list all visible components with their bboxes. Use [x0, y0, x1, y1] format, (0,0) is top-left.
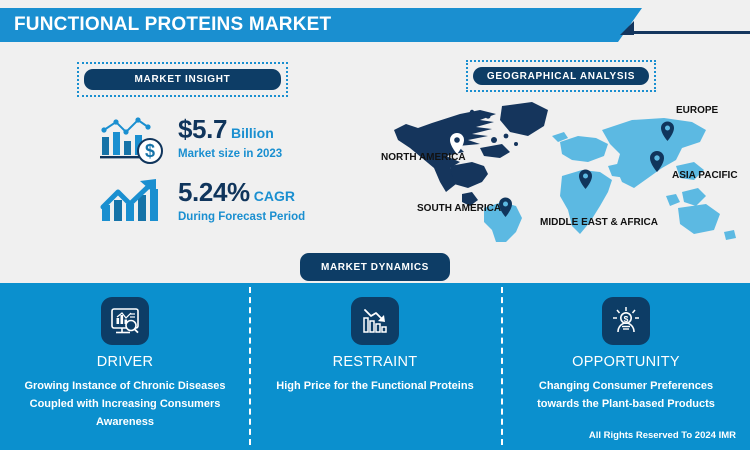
map-pin-middle-east-africa — [579, 169, 592, 189]
monitor-analytics-search-icon — [101, 297, 149, 345]
dynamics-column-opportunity: $ OPPORTUNITY Changing Consumer Preferen… — [502, 297, 750, 413]
map-region-south-america — [484, 202, 522, 242]
map-region-europe — [552, 132, 608, 162]
driver-title: DRIVER — [96, 354, 154, 370]
market-dynamics-label: MARKET DYNAMICS — [300, 253, 450, 281]
map-label-middle-east-africa: MIDDLE EAST & AFRICA — [540, 217, 658, 228]
world-map-svg — [394, 102, 736, 242]
column-divider — [249, 287, 251, 445]
world-map: NORTH AMERICA SOUTH AMERICA MIDDLE EAST … — [376, 96, 750, 244]
market-size-caption: Market size in 2023 — [178, 148, 283, 161]
declining-bar-chart-icon — [351, 297, 399, 345]
lightbulb-dollar-icon: $ — [602, 297, 650, 345]
stat-market-size-line: $5.7 Billion — [178, 113, 282, 144]
map-pin-north-america — [450, 133, 464, 154]
map-label-south-america: SOUTH AMERICA — [417, 203, 502, 214]
map-label-north-america: NORTH AMERICA — [381, 152, 466, 163]
driver-description: Growing Instance of Chronic Diseases Cou… — [24, 380, 226, 429]
map-pin-europe — [661, 121, 674, 141]
market-insight-heading-box: MARKET INSIGHT — [77, 62, 288, 97]
copyright-footer: All Rights Reserved To 2024 IMR — [588, 430, 736, 441]
stat-cagr-text: 5.24% CAGR During Forecast Period — [178, 176, 306, 224]
map-label-asia-pacific: ASIA PACIFIC — [672, 170, 738, 181]
market-dynamics-panel: DRIVER Growing Instance of Chronic Disea… — [0, 283, 750, 450]
geographical-analysis-heading-box: GEOGRAPHICAL ANALYSIS — [466, 60, 656, 92]
market-insight-label: MARKET INSIGHT — [84, 69, 281, 90]
opportunity-description: Changing Consumer Preferences towards th… — [537, 380, 715, 411]
map-label-europe: EUROPE — [676, 105, 719, 116]
page-title: FUNCTIONAL PROTEINS MARKET — [14, 14, 332, 35]
cagr-value: 5.24% — [178, 176, 250, 207]
map-region-australia — [678, 204, 736, 240]
opportunity-title: OPPORTUNITY — [572, 354, 680, 370]
bar-chart-dollar-icon: $ — [96, 110, 168, 166]
column-divider — [501, 287, 503, 445]
restraint-description: High Price for the Functional Proteins — [276, 380, 474, 392]
dynamics-column-restraint: RESTRAINT High Price for the Functional … — [251, 297, 499, 395]
restraint-title: RESTRAINT — [332, 354, 418, 370]
stat-market-size: $ $5.7 Billion Market size in 2023 — [96, 110, 282, 166]
map-region-north-america — [394, 102, 548, 206]
geographical-analysis-label: GEOGRAPHICAL ANALYSIS — [473, 67, 649, 85]
market-size-value: $5.7 — [178, 113, 228, 144]
dynamics-column-driver: DRIVER Growing Instance of Chronic Disea… — [1, 297, 249, 431]
map-pin-south-america — [499, 197, 512, 217]
stat-cagr: 5.24% CAGR During Forecast Period — [96, 173, 305, 229]
header-banner — [0, 8, 642, 42]
stat-cagr-line: 5.24% CAGR — [178, 176, 305, 207]
header: FUNCTIONAL PROTEINS MARKET — [0, 8, 750, 42]
cagr-caption: During Forecast Period — [178, 211, 306, 224]
cagr-unit: CAGR — [253, 187, 295, 204]
map-pin-asia-pacific — [650, 151, 664, 172]
market-size-unit: Billion — [231, 124, 274, 141]
header-rule — [628, 31, 750, 34]
svg-text:$: $ — [624, 314, 629, 324]
stat-market-size-text: $5.7 Billion Market size in 2023 — [178, 113, 283, 161]
svg-text:$: $ — [145, 141, 155, 161]
growth-arrow-icon — [96, 173, 168, 229]
